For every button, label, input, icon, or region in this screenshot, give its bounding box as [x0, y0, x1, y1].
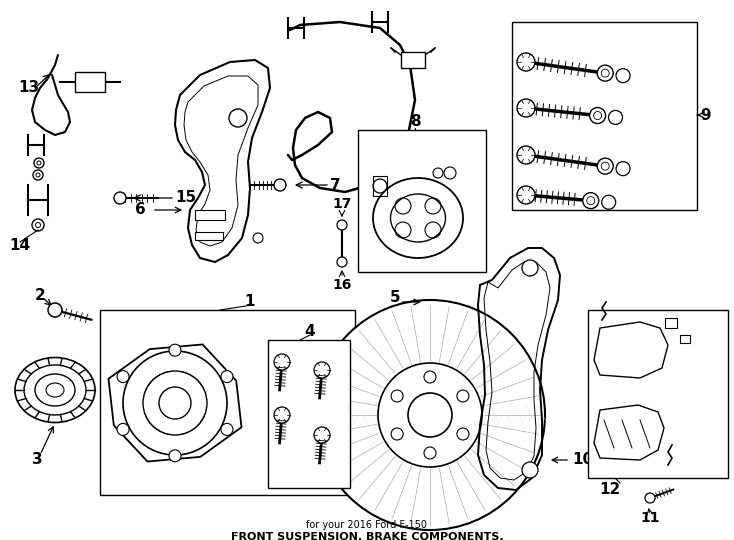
Bar — [100, 310, 355, 495]
Ellipse shape — [390, 194, 446, 242]
Circle shape — [602, 195, 616, 209]
Text: 1: 1 — [244, 294, 255, 309]
Bar — [512, 22, 697, 210]
Circle shape — [114, 192, 126, 204]
Bar — [75, 72, 105, 92]
Circle shape — [586, 197, 595, 205]
Circle shape — [274, 407, 290, 423]
Text: 12: 12 — [600, 483, 621, 497]
Circle shape — [117, 370, 129, 383]
Text: for your 2016 Ford F-150: for your 2016 Ford F-150 — [307, 520, 427, 530]
Bar — [588, 310, 728, 478]
Text: 3: 3 — [32, 453, 43, 468]
Bar — [195, 210, 225, 220]
Circle shape — [37, 161, 41, 165]
Circle shape — [391, 428, 403, 440]
Bar — [358, 130, 486, 272]
Circle shape — [433, 168, 443, 178]
Circle shape — [517, 146, 535, 164]
Circle shape — [522, 260, 538, 276]
Circle shape — [408, 393, 452, 437]
Circle shape — [314, 427, 330, 443]
Bar — [195, 232, 223, 240]
Circle shape — [33, 170, 43, 180]
Circle shape — [169, 450, 181, 462]
Circle shape — [229, 109, 247, 127]
Text: 11: 11 — [640, 511, 660, 525]
Circle shape — [601, 162, 609, 170]
Circle shape — [601, 69, 609, 77]
Circle shape — [594, 112, 602, 119]
Circle shape — [517, 53, 535, 71]
Bar — [665, 318, 677, 328]
Circle shape — [159, 387, 191, 419]
Ellipse shape — [46, 383, 64, 397]
Text: 16: 16 — [333, 278, 352, 292]
Circle shape — [391, 390, 403, 402]
Circle shape — [221, 370, 233, 383]
Circle shape — [337, 257, 347, 267]
Circle shape — [32, 219, 44, 231]
Bar — [401, 52, 425, 68]
Circle shape — [36, 173, 40, 177]
Circle shape — [117, 423, 129, 435]
Circle shape — [424, 447, 436, 459]
Circle shape — [274, 354, 290, 370]
Circle shape — [583, 193, 599, 208]
Circle shape — [315, 300, 545, 530]
Circle shape — [274, 179, 286, 191]
Circle shape — [457, 390, 469, 402]
Circle shape — [424, 371, 436, 383]
Circle shape — [616, 69, 630, 83]
Circle shape — [48, 303, 62, 317]
Text: 5: 5 — [390, 291, 400, 306]
Bar — [373, 176, 387, 196]
Circle shape — [517, 186, 535, 204]
Circle shape — [253, 233, 263, 243]
Circle shape — [457, 428, 469, 440]
Circle shape — [337, 220, 347, 230]
Text: 4: 4 — [305, 325, 316, 340]
Circle shape — [597, 65, 613, 81]
Text: 6: 6 — [134, 202, 145, 218]
Circle shape — [34, 158, 44, 168]
Text: 13: 13 — [18, 80, 39, 96]
Circle shape — [608, 110, 622, 124]
Text: 2: 2 — [34, 287, 46, 302]
Circle shape — [645, 493, 655, 503]
Circle shape — [221, 423, 233, 435]
Text: 15: 15 — [134, 191, 196, 206]
Circle shape — [314, 362, 330, 378]
Text: 8: 8 — [410, 114, 421, 130]
Text: 9: 9 — [700, 107, 711, 123]
Circle shape — [517, 99, 535, 117]
Text: 10: 10 — [572, 453, 593, 468]
Bar — [680, 335, 690, 343]
Circle shape — [378, 363, 482, 467]
Circle shape — [444, 167, 456, 179]
Circle shape — [616, 161, 630, 176]
Circle shape — [589, 107, 606, 124]
Circle shape — [169, 344, 181, 356]
Text: 17: 17 — [333, 197, 352, 211]
Circle shape — [597, 158, 613, 174]
Circle shape — [35, 222, 40, 227]
Circle shape — [522, 462, 538, 478]
Text: 14: 14 — [10, 238, 31, 253]
Text: 7: 7 — [297, 178, 341, 192]
Text: FRONT SUSPENSION. BRAKE COMPONENTS.: FRONT SUSPENSION. BRAKE COMPONENTS. — [230, 532, 504, 540]
Bar — [268, 340, 350, 488]
